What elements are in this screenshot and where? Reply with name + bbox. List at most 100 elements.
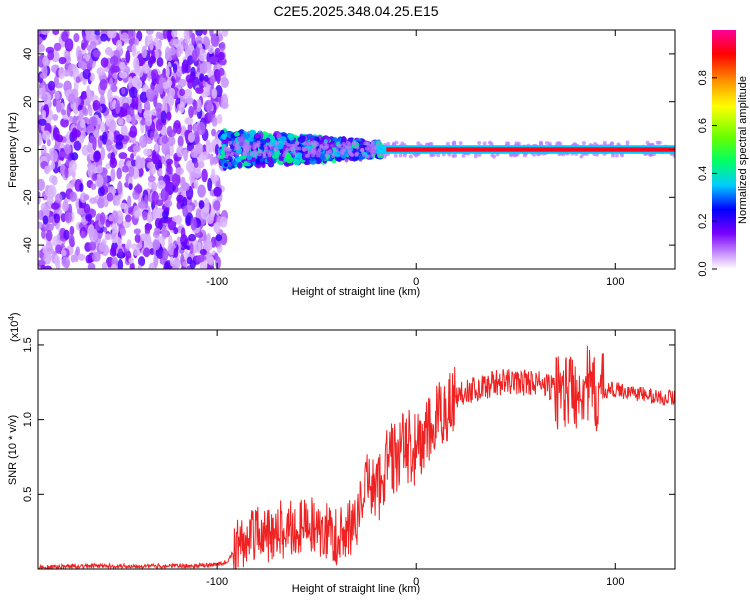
spectrogram-cell	[306, 153, 311, 158]
spectrogram-cell	[100, 57, 109, 68]
spectrogram-cell	[266, 155, 273, 163]
spectrogram-cell	[128, 166, 135, 177]
spectrogram-cell	[128, 130, 137, 138]
spectrogram-cell	[204, 99, 213, 112]
spectrogram-cell	[355, 151, 360, 156]
spectrogram-cell	[152, 207, 159, 220]
spectrogram-cell	[252, 146, 257, 151]
spectrogram-cell	[614, 153, 619, 158]
spectrogram-cell	[110, 263, 117, 269]
spectrogram-cell	[203, 74, 209, 82]
spectrogram-cell	[207, 177, 213, 192]
snr-xtick-label: 0	[413, 576, 419, 588]
spectrogram-cell	[263, 146, 268, 151]
spectrogram-cell	[145, 30, 154, 36]
spectrogram-cell	[657, 140, 662, 145]
spectrogram-cell	[482, 141, 487, 146]
spectrogram-panel: -100 0 100 -40 -20 0 20 40 Height of straight l…	[7, 29, 676, 298]
spectrogram-cell	[391, 141, 396, 146]
spectrogram-cell	[161, 143, 171, 155]
spectrogram-cell	[107, 88, 113, 103]
snr-multiplier: (x104)	[7, 312, 21, 342]
spectrogram-cell	[161, 135, 169, 145]
spectrogram-cell	[157, 179, 166, 190]
spectrogram-cell	[125, 50, 131, 63]
spectrogram-cell	[149, 38, 154, 51]
spectrogram-cell	[336, 155, 342, 163]
spectrogram-cell	[128, 183, 133, 191]
spectrogram-cell	[184, 97, 194, 105]
spectrogram-cell	[273, 148, 278, 153]
spectrogram-cell	[286, 142, 291, 147]
spectrogram-cell	[220, 232, 228, 246]
colorbar-tick-label: 0.4	[697, 166, 709, 181]
spectrogram-xtick-label: -100	[206, 276, 228, 288]
snr-ytick-label: 0.5	[22, 487, 34, 502]
spectrogram-cell	[229, 152, 234, 157]
spectrogram-cell	[51, 114, 59, 121]
spectrogram-cell	[206, 240, 213, 250]
spectrogram-cell	[181, 182, 190, 192]
spectrogram-cell	[193, 179, 199, 190]
spectrogram-cell	[237, 161, 243, 169]
spectrogram-carrier-core	[386, 147, 675, 152]
spectrogram-cell	[320, 153, 326, 161]
spectrogram-cell	[323, 141, 328, 146]
spectrogram-cell	[364, 146, 369, 151]
spectrogram-cell	[182, 205, 188, 218]
spectrogram-cell	[156, 56, 164, 68]
spectrogram-cell	[172, 63, 178, 73]
spectrogram-cell	[154, 102, 163, 113]
spectrogram-cell	[54, 82, 64, 89]
spectrogram-cell	[332, 137, 338, 142]
spectrogram-cell	[93, 150, 100, 163]
spectrogram-cell	[106, 30, 114, 39]
spectrogram-cell	[165, 79, 173, 87]
spectrogram-cell	[461, 153, 466, 158]
spectrogram-cell	[129, 86, 138, 99]
spectrogram-cell	[63, 229, 70, 240]
spectrogram-cell	[77, 253, 86, 261]
spectrogram-cell	[220, 77, 229, 88]
spectrogram-cell	[288, 133, 295, 141]
spectrogram-cell	[99, 78, 108, 91]
spectrogram-cell	[42, 110, 47, 119]
spectrogram-cell	[232, 142, 237, 147]
spectrogram-cell	[579, 154, 584, 159]
spectrogram-cell	[80, 90, 88, 100]
colorbar-gradient	[712, 30, 736, 269]
spectrogram-cell	[83, 194, 90, 201]
spectrogram-cell	[119, 61, 126, 70]
spectrogram-cell	[221, 133, 227, 140]
spectrogram-cell	[219, 216, 228, 228]
spectrogram-cell	[55, 244, 62, 254]
spectrogram-cell	[243, 145, 248, 150]
spectrogram-cell	[101, 261, 108, 269]
spectrogram-cell	[205, 139, 211, 146]
spectrogram-cell	[162, 96, 168, 105]
colorbar-tick-label: 0.0	[697, 261, 709, 276]
spectrogram-cell	[260, 138, 267, 144]
spectrogram-cell	[115, 141, 124, 150]
spectrogram-cell	[73, 32, 80, 43]
chart-title: C2E5.2025.348.04.25.E15	[273, 3, 438, 19]
spectrogram-cell	[54, 92, 61, 100]
spectrogram-cell	[61, 31, 69, 43]
spectrogram-cell	[581, 141, 586, 146]
spectrogram-cell	[197, 184, 206, 198]
spectrogram-cell	[60, 117, 70, 128]
spectrogram-cell	[477, 152, 482, 157]
spectrogram-cell	[344, 145, 349, 150]
spectrogram-cell	[193, 160, 199, 169]
spectrogram-cell	[187, 132, 195, 143]
spectrogram-cell	[290, 147, 295, 152]
spectrogram-cell	[132, 145, 141, 153]
spectrogram-cell	[47, 185, 57, 198]
spectrogram-cell	[109, 77, 114, 88]
spectrogram-cell	[41, 64, 48, 78]
spectrogram-cell	[175, 167, 184, 176]
spectrogram-cell	[347, 150, 352, 155]
spectrogram-cell	[166, 125, 173, 137]
spectrogram-cell	[96, 67, 105, 76]
spectrogram-cell	[199, 73, 205, 82]
